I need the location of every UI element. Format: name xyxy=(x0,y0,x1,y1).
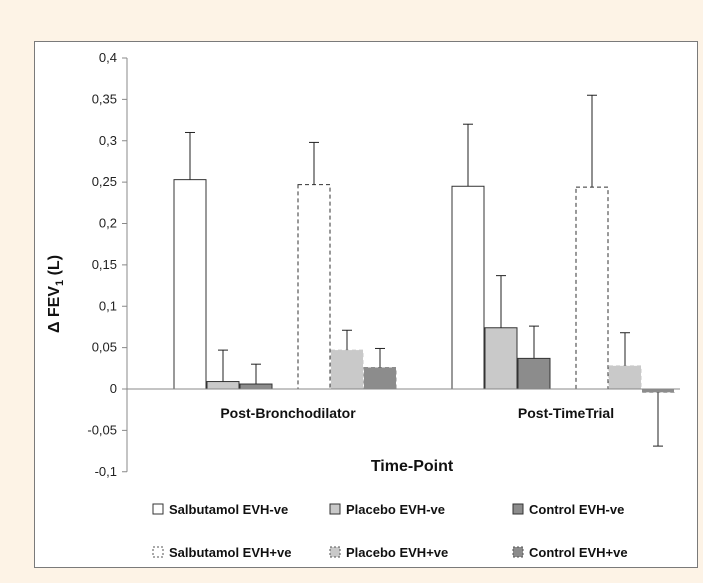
bar xyxy=(451,185,485,390)
y-tick-label: 0,35 xyxy=(92,91,117,106)
legend: Salbutamol EVH-ve Placebo EVH-ve Control E… xyxy=(152,502,628,560)
bar xyxy=(608,365,642,390)
chart-svg: 0,4 0,35 0,3 0,25 0,2 0,15 0,1 0,05 0 -0,05 -0,1 P… xyxy=(46,50,680,560)
legend-label: Placebo EVH+ve xyxy=(346,545,448,560)
bar xyxy=(363,366,397,390)
y-tick-label: 0,25 xyxy=(92,174,117,189)
legend-label: Placebo EVH-ve xyxy=(346,502,445,517)
y-tick-label: 0,05 xyxy=(92,340,117,355)
legend-swatch xyxy=(512,503,524,515)
y-tick-label: 0 xyxy=(110,381,117,396)
bar xyxy=(484,327,518,390)
bar xyxy=(206,381,240,390)
legend-swatch xyxy=(512,546,524,558)
legend-label: Control EVH+ve xyxy=(529,545,628,560)
bar xyxy=(239,383,273,390)
legend-label: Salbutamol EVH+ve xyxy=(169,545,291,560)
y-tick-label: 0,15 xyxy=(92,257,117,272)
bar xyxy=(173,179,207,390)
legend-swatch xyxy=(329,503,341,515)
category-label: Post-TimeTrial xyxy=(518,405,614,421)
legend-label: Control EVH-ve xyxy=(529,502,624,517)
category-label: Post-Bronchodilator xyxy=(220,405,356,421)
bar xyxy=(297,184,331,390)
y-tick-label: -0,1 xyxy=(95,464,117,479)
bar xyxy=(575,186,609,390)
y-tick-label: 0,1 xyxy=(99,298,117,313)
y-tick-label: -0,05 xyxy=(87,422,117,437)
y-tick-label: 0,2 xyxy=(99,216,117,231)
legend-label: Salbutamol EVH-ve xyxy=(169,502,288,517)
y-tick-label: 0,4 xyxy=(99,50,117,65)
y-tick-label: 0,3 xyxy=(99,133,117,148)
bar xyxy=(517,357,551,390)
legend-swatch xyxy=(329,546,341,558)
x-axis-title: Time-Point xyxy=(371,458,454,475)
chart-frame: 0,4 0,35 0,3 0,25 0,2 0,15 0,1 0,05 0 -0,05 -0,1 P… xyxy=(34,41,698,568)
legend-swatch xyxy=(152,503,164,515)
bar xyxy=(330,349,364,390)
y-axis-title: Δ FEV1 (L) xyxy=(46,255,66,333)
legend-swatch xyxy=(152,546,164,558)
